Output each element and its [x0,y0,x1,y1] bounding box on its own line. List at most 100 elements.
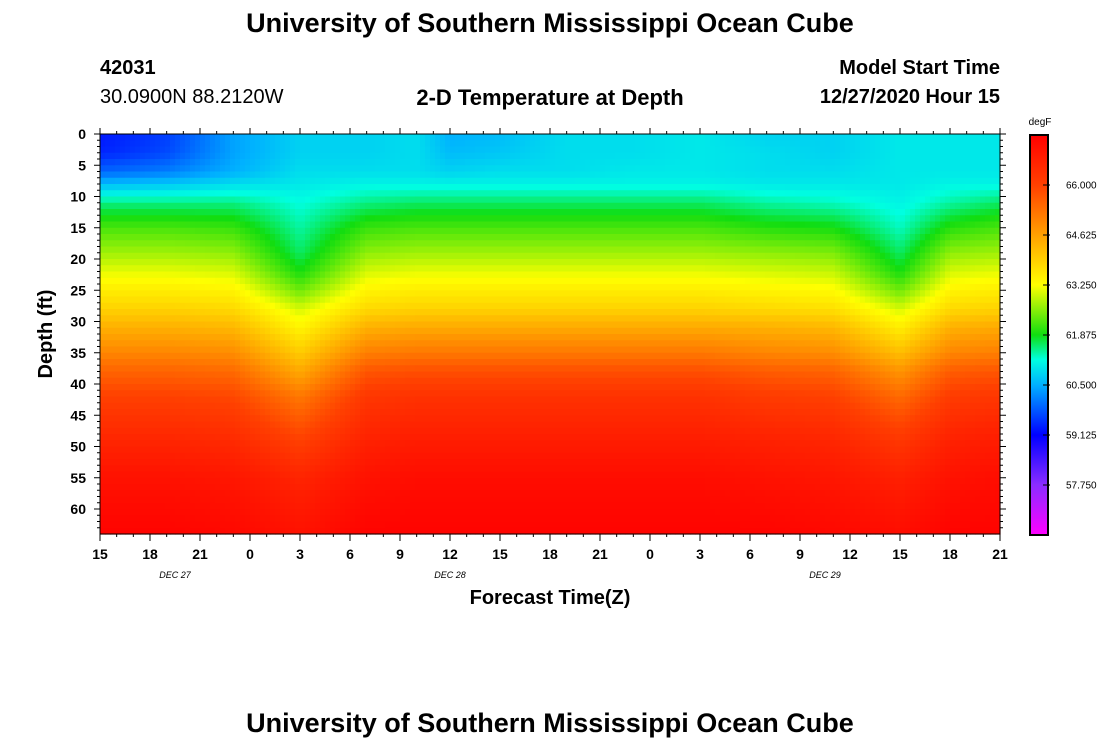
heatmap-cell [125,152,131,160]
heatmap-cell [375,352,381,360]
heatmap-cell [240,509,246,516]
heatmap-cell [485,484,491,491]
heatmap-cell [390,234,396,241]
heatmap-cell [150,409,156,416]
heatmap-cell [210,377,216,385]
heatmap-cell [260,134,266,141]
heatmap-cell [290,446,296,454]
heatmap-cell [285,159,291,166]
heatmap-cell [270,402,276,410]
heatmap-cell [405,390,411,398]
heatmap-cell [195,402,201,410]
heatmap-cell [430,221,436,229]
heatmap-cell [155,490,161,498]
heatmap-cell [265,259,271,266]
heatmap-cell [485,327,491,335]
heatmap-cell [290,384,296,391]
heatmap-cell [240,215,246,223]
heatmap-cell [215,459,221,466]
heatmap-cell [120,390,126,398]
heatmap-cell [195,234,201,241]
heatmap-cell [400,146,406,154]
heatmap-cell [190,327,196,335]
heatmap-cell [145,440,151,448]
heatmap-cell [340,290,346,298]
heatmap-cell [400,434,406,441]
heatmap-cell [365,209,371,216]
heatmap-cell [395,390,401,398]
heatmap-cell [310,352,316,360]
heatmap-cell [100,146,106,154]
heatmap-cell [285,277,291,285]
heatmap-cell [175,309,181,316]
heatmap-cell [470,377,476,385]
heatmap-cell [480,409,486,416]
heatmap-cell [320,415,326,423]
heatmap-cell [235,277,241,285]
heatmap-cell [295,384,301,391]
heatmap-cell [425,509,431,516]
heatmap-cell [450,509,456,516]
heatmap-cell [285,421,291,429]
heatmap-cell [300,496,306,504]
heatmap-cell [340,340,346,348]
heatmap-cell [205,190,211,198]
heatmap-cell [340,202,346,210]
heatmap-cell [135,359,141,366]
heatmap-cell [380,359,386,366]
heatmap-cell [135,159,141,166]
heatmap-cell [105,190,111,198]
heatmap-cell [155,527,161,535]
heatmap-cell [350,346,356,354]
heatmap-cell [255,259,261,266]
heatmap-cell [160,171,166,179]
heatmap-cell [360,140,366,148]
heatmap-cell [485,284,491,291]
station-id: 42031 [100,57,156,79]
heatmap-cell [295,484,301,491]
heatmap-cell [330,296,336,304]
heatmap-cell [260,377,266,385]
heatmap-cell [135,290,141,298]
heatmap-cell [470,234,476,241]
heatmap-cell [330,434,336,441]
heatmap-cell [280,427,286,435]
heatmap-cell [220,409,226,416]
heatmap-cell [330,359,336,366]
heatmap-cell [295,259,301,266]
heatmap-cell [435,459,441,466]
heatmap-cell [460,184,466,191]
heatmap-cell [425,140,431,148]
heatmap-cell [305,196,311,204]
heatmap-cell [180,252,186,260]
heatmap-cell [100,271,106,279]
heatmap-cell [235,365,241,373]
heatmap-cell [350,152,356,160]
heatmap-cell [110,240,116,248]
heatmap-cell [425,377,431,385]
heatmap-cell [355,421,361,429]
heatmap-cell [360,477,366,485]
heatmap-cell [315,296,321,304]
heatmap-cell [370,521,376,529]
heatmap-cell [100,334,106,341]
heatmap-cell [340,315,346,323]
heatmap-cell [305,390,311,398]
heatmap-cell [355,434,361,441]
heatmap-cell [355,227,361,235]
heatmap-cell [115,371,121,379]
heatmap-cell [310,365,316,373]
heatmap-cell [310,146,316,154]
heatmap-cell [480,321,486,329]
heatmap-cell [280,421,286,429]
heatmap-cell [170,521,176,529]
heatmap-cell [435,384,441,391]
heatmap-cell [355,377,361,385]
heatmap-cell [390,159,396,166]
heatmap-cell [235,465,241,473]
heatmap-cell [485,140,491,148]
heatmap-cell [230,371,236,379]
heatmap-cell [180,196,186,204]
heatmap-cell [450,396,456,404]
heatmap-cell [475,184,481,191]
